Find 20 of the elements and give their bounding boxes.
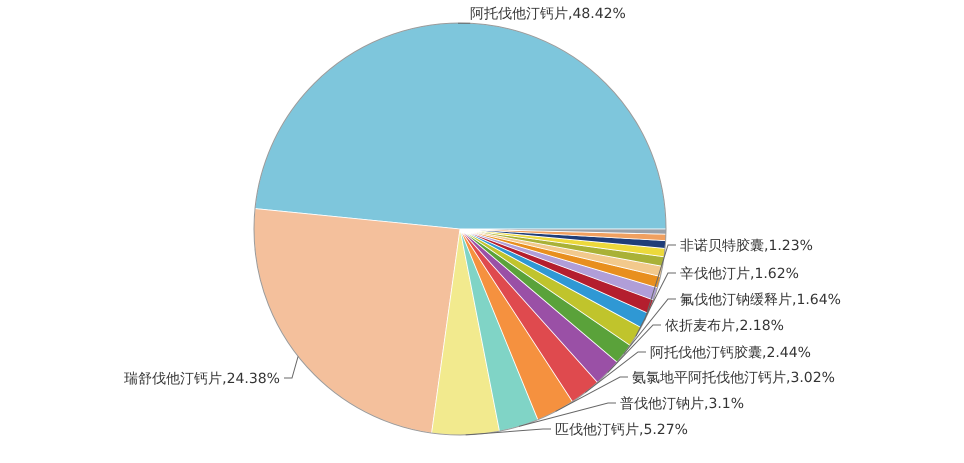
slice-label: 辛伐他汀片	[680, 266, 750, 282]
data-label: ,2.44%	[762, 345, 811, 361]
data-label: ,1.64%	[792, 292, 841, 308]
data-label: ,1.23%	[764, 238, 813, 254]
slice-label: 匹伐他汀钙片	[555, 422, 639, 438]
data-label: ,1.62%	[750, 266, 799, 282]
slice-label: 氟伐他汀钠缓释片	[680, 292, 792, 308]
slice-label: 阿托伐他汀钙片	[470, 6, 568, 22]
slice-label: 依折麦布片	[665, 318, 735, 334]
slice-label: 阿托伐他汀钙胶囊	[650, 345, 762, 361]
slice-label: 瑞舒伐他汀钙片	[124, 371, 222, 387]
data-label: ,48.42%	[568, 6, 626, 22]
slice-label: 氨氯地平阿托伐他汀钙片	[632, 370, 786, 386]
slice-label: 非诺贝特胶囊	[680, 238, 764, 254]
data-label: ,2.18%	[735, 318, 784, 334]
slice-label: 普伐他汀钠片	[620, 395, 704, 412]
data-label: ,3.02%	[786, 370, 835, 386]
data-label: ,5.27%	[639, 422, 688, 438]
data-label: ,3.1%	[704, 396, 744, 412]
data-label: ,24.38%	[222, 371, 280, 387]
